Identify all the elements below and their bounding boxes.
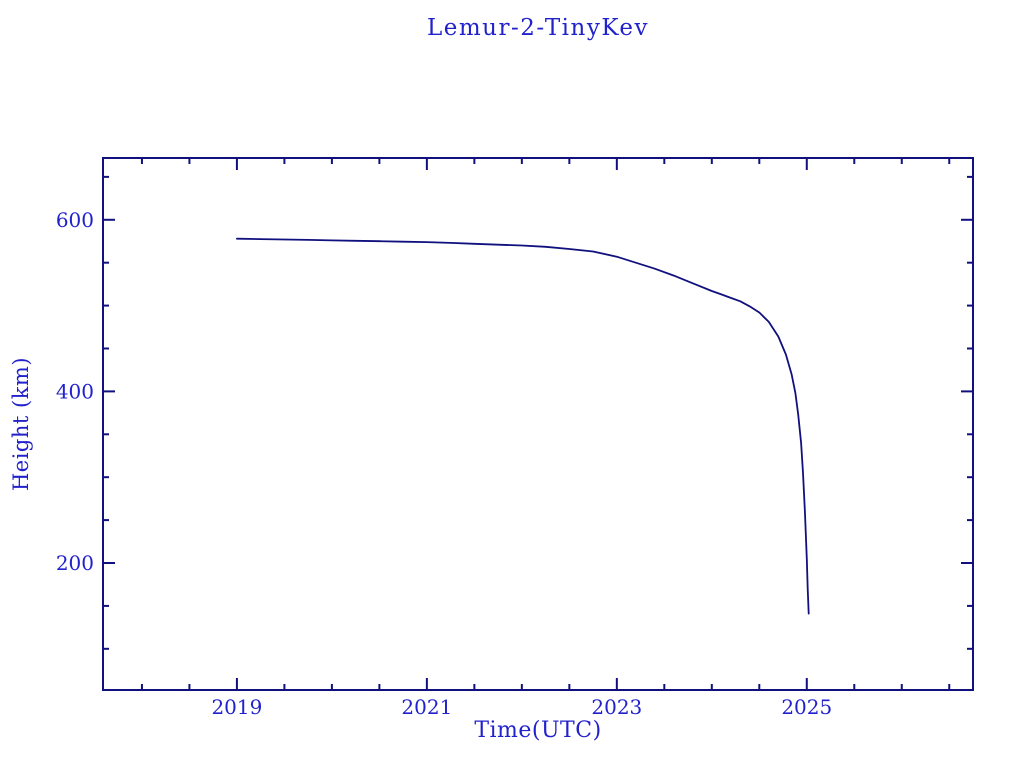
y-tick-label: 400 [56,379,94,403]
decay-curve [235,237,810,615]
x-axis-label: Time(UTC) [474,718,602,743]
plot-frame [102,157,974,691]
x-tick-label: 2021 [401,695,452,719]
x-tick-label: 2019 [211,695,262,719]
y-tick-label: 200 [56,551,94,575]
x-tick-label: 2025 [781,695,832,719]
x-tick-label: 2023 [591,695,642,719]
chart-title: Lemur-2-TinyKev [426,15,650,41]
y-tick-label: 600 [56,208,94,232]
